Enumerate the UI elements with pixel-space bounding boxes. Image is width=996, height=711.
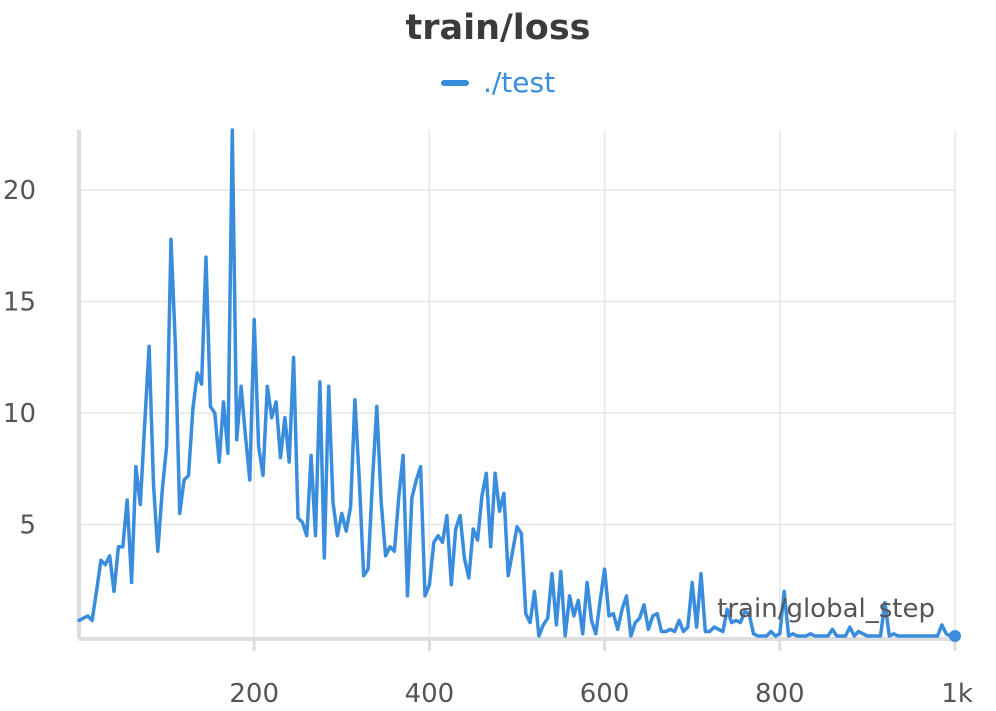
x-axis-label: train/global_step xyxy=(717,594,935,624)
y-tick-label: 10 xyxy=(3,399,36,429)
chart-title: train/loss xyxy=(405,8,591,48)
x-tick-label: 600 xyxy=(580,679,630,709)
x-tick-label: 1k xyxy=(941,679,973,709)
legend-series-label: ./test xyxy=(482,66,556,99)
series-line[interactable] xyxy=(77,128,957,638)
series-group xyxy=(77,128,961,642)
gridlines xyxy=(79,130,956,639)
y-tick-label: 15 xyxy=(3,288,36,318)
x-tick-label: 200 xyxy=(229,679,279,709)
series-endpoint-marker[interactable] xyxy=(949,630,961,642)
legend[interactable]: ./test xyxy=(0,66,996,99)
y-tick-label: 20 xyxy=(3,176,36,206)
y-tick-label: 5 xyxy=(19,511,36,541)
legend-swatch xyxy=(440,79,469,86)
tick-labels: 5 10 15 20 200 400 600 800 1k xyxy=(3,176,973,709)
x-tick-label: 400 xyxy=(405,679,455,709)
x-tick-label: 800 xyxy=(755,679,805,709)
